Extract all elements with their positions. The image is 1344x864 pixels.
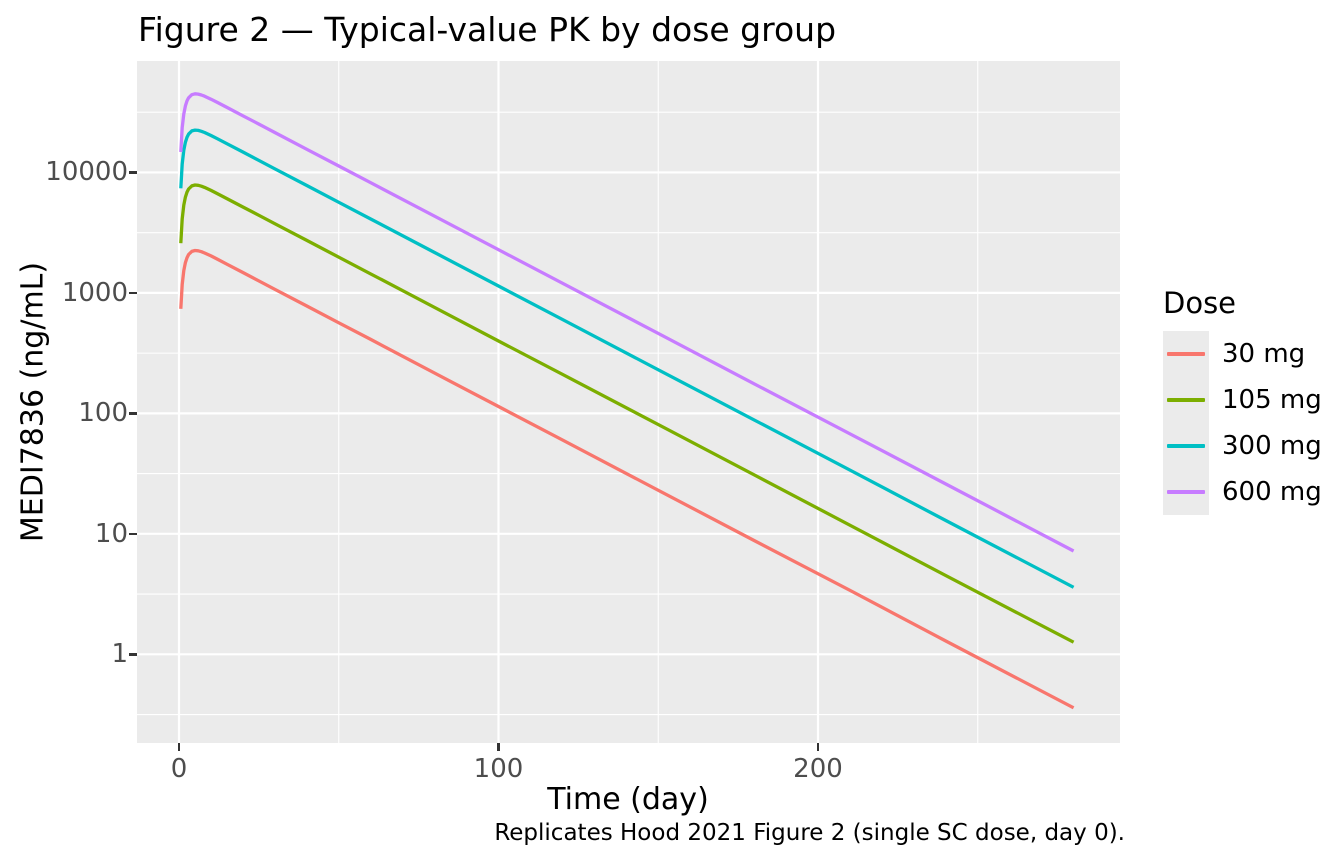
plot-title: Figure 2 — Typical-value PK by dose grou… xyxy=(138,10,837,49)
x-tick-mark xyxy=(497,743,500,751)
legend-line-swatch xyxy=(1167,352,1205,356)
y-tick-mark xyxy=(129,532,137,536)
y-tick-label: 10 xyxy=(94,518,128,549)
x-tick-label: 200 xyxy=(793,754,843,784)
legend-title: Dose xyxy=(1163,286,1237,320)
x-tick-mark xyxy=(177,743,181,751)
legend-line-swatch xyxy=(1167,398,1205,402)
y-tick-label: 100 xyxy=(78,398,128,429)
series-line-30-mg xyxy=(179,248,1075,710)
y-tick-mark xyxy=(129,653,137,656)
y-tick-label: 10000 xyxy=(45,157,128,188)
y-tick-mark xyxy=(129,412,137,415)
legend-label: 105 mg xyxy=(1222,385,1322,415)
legend-key xyxy=(1163,469,1209,515)
series-line-300-mg xyxy=(179,128,1075,589)
series-line-600-mg xyxy=(179,92,1075,553)
legend-key xyxy=(1163,377,1209,423)
legend-key xyxy=(1163,331,1209,377)
caption: Replicates Hood 2021 Figure 2 (single SC… xyxy=(494,820,1125,846)
legend-label: 600 mg xyxy=(1222,477,1322,507)
plot-area-svg xyxy=(137,61,1120,743)
x-tick-label: 100 xyxy=(473,754,524,784)
legend-keys xyxy=(1163,331,1209,515)
series-line-105-mg xyxy=(179,183,1075,644)
x-tick-mark xyxy=(816,743,820,751)
y-tick-mark xyxy=(129,171,137,174)
y-tick-mark xyxy=(129,291,137,295)
plot-panel xyxy=(137,61,1120,743)
legend-line-swatch xyxy=(1167,444,1205,448)
y-tick-label: 1 xyxy=(111,639,128,670)
legend-labels: 30 mg 105 mg 300 mg 600 mg xyxy=(1222,331,1322,515)
x-tick-label: 0 xyxy=(170,754,188,784)
legend-line-swatch xyxy=(1167,490,1205,494)
y-tick-label: 1000 xyxy=(61,277,128,308)
x-axis-title: Time (day) xyxy=(547,782,709,817)
y-axis-title: MEDI7836 (ng/mL) xyxy=(15,261,51,543)
legend-key xyxy=(1163,423,1209,469)
legend-label: 300 mg xyxy=(1222,431,1322,461)
legend-label: 30 mg xyxy=(1222,339,1306,369)
